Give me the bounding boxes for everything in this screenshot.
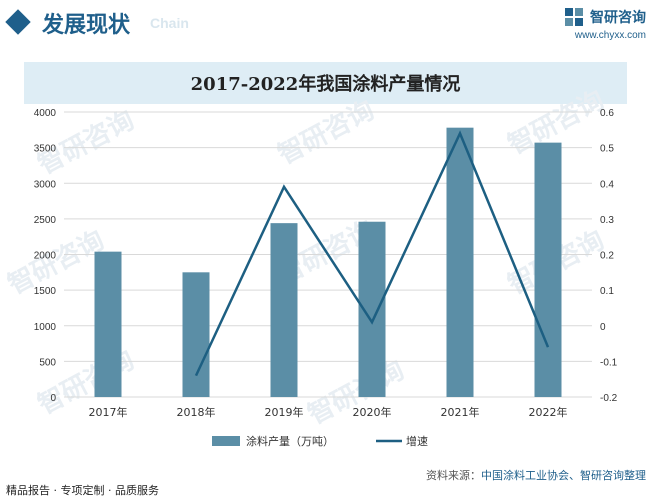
y-left-tick-label: 500: [39, 357, 56, 368]
watermark-text: 智研咨询: [3, 224, 109, 300]
y-right-tick-label: 0.6: [600, 108, 614, 119]
legend-label-bar: 涂料产量（万吨）: [246, 434, 334, 448]
x-tick-label: 2018年: [177, 405, 216, 419]
bar: [94, 251, 122, 397]
y-left-tick-label: 1500: [34, 286, 57, 297]
y-left-tick-label: 4000: [34, 108, 57, 119]
x-tick-label: 2021年: [441, 405, 480, 419]
brand: 智研咨询 www.chyxx.com: [563, 6, 646, 41]
bar: [182, 272, 210, 397]
x-tick-label: 2019年: [265, 405, 304, 419]
footer-services: 精品报告 · 专项定制 · 品质服务: [6, 484, 159, 497]
y-right-tick-label: 0.4: [600, 179, 614, 190]
y-right-tick-label: -0.1: [600, 357, 618, 368]
section-subtitle: Chain: [150, 15, 189, 31]
header: 发展现状 Chain 智研咨询 www.chyxx.com: [0, 0, 656, 50]
footer-source: 资料来源：中国涂料工业协会、智研咨询整理: [426, 467, 646, 483]
x-tick-label: 2022年: [529, 405, 568, 419]
legend-label-line: 增速: [406, 434, 428, 448]
chart-title: 2017-2022年我国涂料产量情况: [190, 74, 461, 95]
bar: [446, 127, 474, 398]
y-right-tick-label: 0.3: [600, 215, 614, 226]
source-text: 中国涂料工业协会、智研咨询整理: [481, 469, 646, 482]
watermark-text: 智研咨询: [303, 354, 409, 430]
y-right-tick-label: 0.5: [600, 144, 614, 155]
y-right-tick-label: 0: [600, 322, 606, 333]
y-left-tick-label: 1000: [34, 322, 57, 333]
x-tick-label: 2020年: [353, 405, 392, 419]
y-left-tick-label: 3500: [34, 144, 57, 155]
y-right-tick-label: -0.2: [600, 393, 618, 404]
y-left-tick-label: 2500: [34, 215, 57, 226]
y-right-tick-label: 0.2: [600, 251, 614, 262]
watermark-text: 智研咨询: [273, 94, 379, 170]
y-left-tick-label: 2000: [34, 251, 57, 262]
y-left-tick-label: 0: [50, 393, 56, 404]
brand-url: www.chyxx.com: [574, 30, 646, 41]
y-left-tick-label: 3000: [34, 179, 57, 190]
bar: [270, 223, 298, 397]
source-label: 资料来源：: [426, 469, 481, 482]
section-title: 发展现状: [42, 13, 131, 38]
brand-logo-icon: [564, 8, 583, 26]
brand-name: 智研咨询: [590, 10, 646, 26]
bar: [534, 142, 562, 397]
x-tick-label: 2017年: [89, 405, 128, 419]
legend-swatch-bar: [212, 436, 240, 446]
y-right-tick-label: 0.1: [600, 286, 614, 297]
chart-title-bar: 2017-2022年我国涂料产量情况: [24, 62, 627, 104]
